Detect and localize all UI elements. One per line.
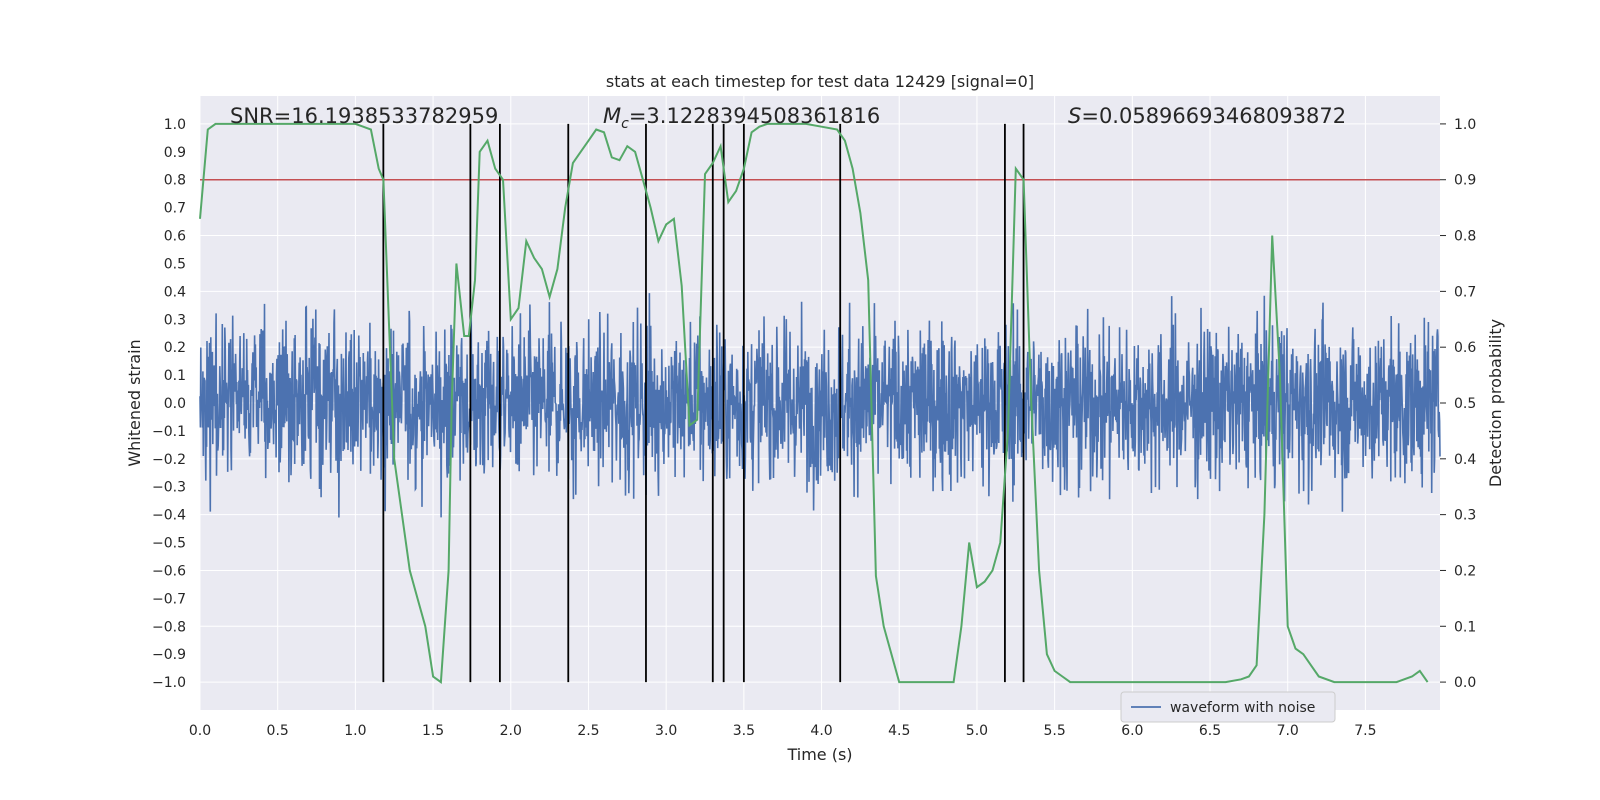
y-tick-label-right: 0.9 [1454,173,1476,189]
y-tick-label-left: 0.3 [164,312,186,328]
chirp-mass-annotation: Mc=3.1228394508361816 [603,104,880,132]
y-tick-label-left: −0.9 [152,647,186,663]
waveform-layer [199,293,1441,518]
y-tick-label-left: −0.8 [152,619,186,635]
y-tick-label-left: −0.7 [152,591,186,607]
y-tick-label-left: −0.2 [152,452,186,468]
x-tick-label: 4.5 [888,723,910,739]
detection-probability-series [199,122,1429,684]
y-axis-label-left: Whitened strain [125,339,144,466]
x-tick-label: 0.0 [189,723,211,739]
vertical-lines-layer [382,123,1025,683]
chart-title: stats at each timestep for test data 124… [606,72,1034,91]
y-tick-label-left: 0.2 [164,340,186,356]
x-tick-label: 1.0 [344,723,366,739]
x-tick-label: 2.0 [500,723,522,739]
tick-layer: 0.0 0.5 1.0 1.5 2.0 2.5 3.0 3.5 4.0 4.5 5.0 5.5 6.0 6… [152,117,1476,739]
legend-label-waveform: waveform with noise [1170,700,1315,716]
y-tick-label-left: −0.3 [152,480,186,496]
y-tick-label-left: 0.4 [164,284,186,300]
y-tick-label-left: −0.5 [152,536,186,552]
y-tick-label-left: 0.0 [164,396,186,412]
waveform-series [199,293,1441,518]
y-tick-label-right: 0.4 [1454,452,1476,468]
x-tick-label: 3.5 [733,723,755,739]
y-tick-label-left: 0.9 [164,145,186,161]
y-tick-label-right: 0.2 [1454,563,1476,579]
x-tick-label: 1.5 [422,723,444,739]
x-tick-label: 5.5 [1044,723,1066,739]
legend: waveform with noise [1120,691,1336,723]
y-tick-label-right: 0.3 [1454,508,1476,524]
x-tick-label: 5.0 [966,723,988,739]
probability-layer [199,122,1429,684]
s-annotation: S=0.05896693468093872 [1068,104,1346,128]
y-tick-label-left: −0.1 [152,424,186,440]
x-tick-label: 7.0 [1277,723,1299,739]
x-tick-label: 6.5 [1199,723,1221,739]
x-tick-label: 7.5 [1354,723,1376,739]
x-tick-label: 0.5 [267,723,289,739]
x-tick-label: 2.5 [577,723,599,739]
y-tick-label-left: 0.6 [164,229,186,245]
y-tick-label-right: 0.0 [1454,675,1476,691]
snr-annotation: SNR=16.1938533782959 [230,104,498,128]
x-tick-label: 3.0 [655,723,677,739]
x-axis-label: Time (s) [786,745,852,764]
y-tick-label-right: 0.7 [1454,284,1476,300]
y-tick-label-left: 1.0 [164,117,186,133]
x-tick-label: 4.0 [810,723,832,739]
y-tick-label-left: −0.6 [152,563,186,579]
y-tick-label-right: 0.5 [1454,396,1476,412]
y-tick-label-left: 0.7 [164,201,186,217]
y-tick-label-left: −0.4 [152,508,186,524]
y-tick-label-right: 0.6 [1454,340,1476,356]
y-tick-label-right: 0.8 [1454,229,1476,245]
y-tick-label-right: 0.1 [1454,619,1476,635]
legend-box [1120,691,1336,723]
y-tick-label-left: 0.5 [164,256,186,272]
y-axis-label-right: Detection probability [1486,319,1505,487]
y-tick-label-left: −1.0 [152,675,186,691]
y-tick-label-left: 0.8 [164,173,186,189]
x-tick-label: 6.0 [1121,723,1143,739]
y-tick-label-left: 0.1 [164,368,186,384]
y-tick-label-right: 1.0 [1454,117,1476,133]
